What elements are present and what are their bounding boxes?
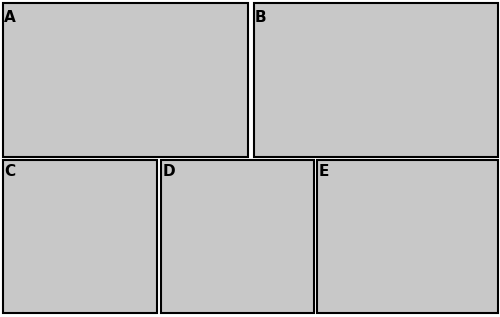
- Bar: [317, 160, 498, 313]
- Text: B: B: [255, 10, 266, 25]
- Bar: [2, 160, 156, 313]
- Text: D: D: [162, 164, 175, 179]
- Bar: [2, 3, 248, 157]
- Text: E: E: [318, 164, 329, 179]
- Bar: [161, 160, 314, 313]
- Bar: [254, 3, 498, 157]
- Text: C: C: [4, 164, 15, 179]
- Text: A: A: [4, 10, 16, 25]
